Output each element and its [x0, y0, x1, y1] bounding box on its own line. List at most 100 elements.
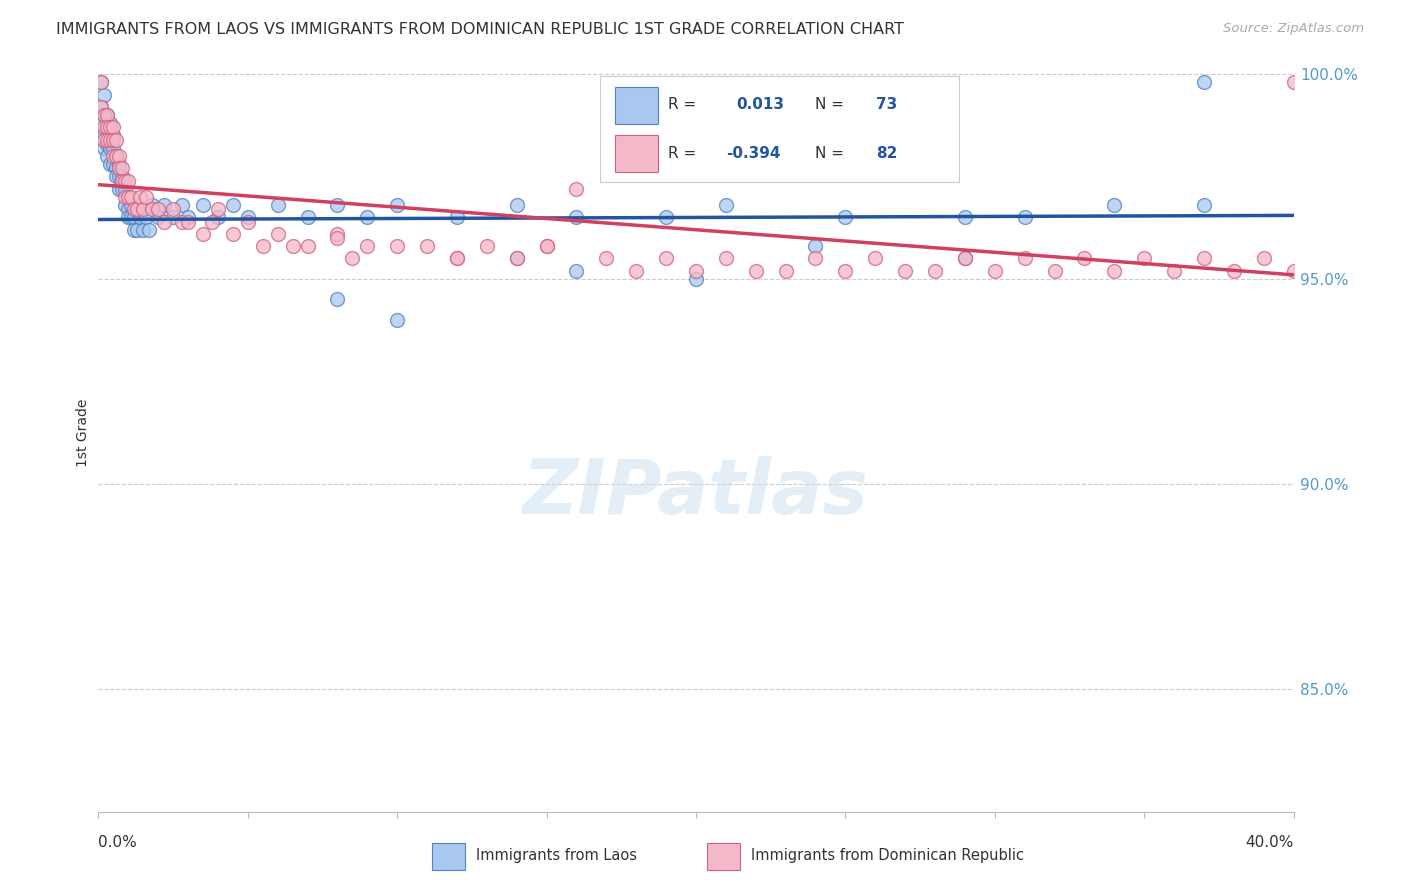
Point — [745, 264, 768, 278]
Point — [655, 211, 678, 225]
Point — [172, 198, 194, 212]
Point — [595, 252, 617, 266]
Point — [153, 214, 176, 228]
Point — [475, 239, 498, 253]
Point — [446, 252, 468, 266]
Point — [105, 132, 128, 146]
Point — [135, 211, 157, 225]
Point — [714, 198, 737, 212]
Point — [506, 252, 529, 266]
Point — [93, 108, 115, 122]
Point — [1104, 264, 1126, 278]
Point — [96, 108, 118, 122]
Point — [326, 227, 349, 241]
Point — [120, 190, 142, 204]
Point — [148, 202, 170, 217]
Point — [114, 198, 136, 212]
Point — [108, 182, 131, 196]
Point — [90, 100, 112, 114]
Point — [1133, 252, 1156, 266]
Point — [96, 149, 118, 163]
Point — [93, 132, 115, 146]
Point — [1192, 252, 1215, 266]
Point — [1192, 75, 1215, 89]
Point — [111, 173, 134, 187]
Point — [446, 252, 468, 266]
Point — [127, 202, 149, 217]
Point — [117, 202, 139, 217]
Point — [1163, 264, 1185, 278]
Point — [98, 116, 122, 130]
Point — [90, 100, 112, 114]
Point — [96, 108, 118, 122]
Point — [506, 198, 529, 212]
Text: 40.0%: 40.0% — [1246, 836, 1294, 850]
Point — [96, 120, 118, 135]
Point — [222, 227, 245, 241]
Point — [124, 223, 146, 237]
Point — [356, 239, 378, 253]
Point — [120, 198, 142, 212]
Point — [804, 239, 827, 253]
Point — [114, 190, 136, 204]
Point — [416, 239, 439, 253]
Point — [98, 157, 122, 171]
Point — [108, 157, 131, 171]
Point — [655, 252, 678, 266]
Point — [177, 214, 200, 228]
Point — [326, 293, 349, 307]
Point — [385, 313, 409, 327]
Point — [326, 198, 349, 212]
Point — [141, 198, 163, 212]
Point — [90, 116, 112, 130]
Point — [924, 264, 946, 278]
Point — [127, 223, 149, 237]
Point — [297, 211, 319, 225]
Point — [1043, 264, 1066, 278]
Point — [105, 149, 128, 163]
Point — [129, 190, 152, 204]
Point — [96, 136, 118, 151]
Point — [162, 202, 184, 217]
Point — [252, 239, 274, 253]
Point — [201, 214, 224, 228]
Point — [111, 161, 134, 176]
Point — [1104, 198, 1126, 212]
Point — [506, 252, 529, 266]
Point — [565, 211, 588, 225]
Point — [93, 108, 115, 122]
Point — [714, 252, 737, 266]
Point — [162, 211, 184, 225]
Point — [984, 264, 1007, 278]
Point — [141, 202, 163, 217]
Point — [108, 149, 131, 163]
Point — [98, 141, 122, 155]
Point — [105, 169, 128, 184]
Point — [172, 214, 194, 228]
Point — [103, 157, 125, 171]
Point — [177, 211, 200, 225]
Point — [132, 223, 155, 237]
Point — [894, 264, 917, 278]
Point — [191, 227, 214, 241]
Point — [834, 264, 856, 278]
Point — [342, 252, 364, 266]
Point — [804, 252, 827, 266]
Text: Source: ZipAtlas.com: Source: ZipAtlas.com — [1223, 22, 1364, 36]
Point — [297, 239, 319, 253]
Point — [93, 87, 115, 102]
Point — [565, 264, 588, 278]
Point — [775, 264, 797, 278]
Point — [953, 252, 976, 266]
Point — [103, 149, 125, 163]
Point — [685, 264, 707, 278]
Point — [1253, 252, 1275, 266]
Point — [356, 211, 378, 225]
Point — [93, 141, 115, 155]
Point — [626, 264, 648, 278]
Point — [1282, 264, 1305, 278]
Point — [103, 120, 125, 135]
Point — [103, 141, 125, 155]
Text: IMMIGRANTS FROM LAOS VS IMMIGRANTS FROM DOMINICAN REPUBLIC 1ST GRADE CORRELATION: IMMIGRANTS FROM LAOS VS IMMIGRANTS FROM … — [56, 22, 904, 37]
Point — [98, 128, 122, 143]
